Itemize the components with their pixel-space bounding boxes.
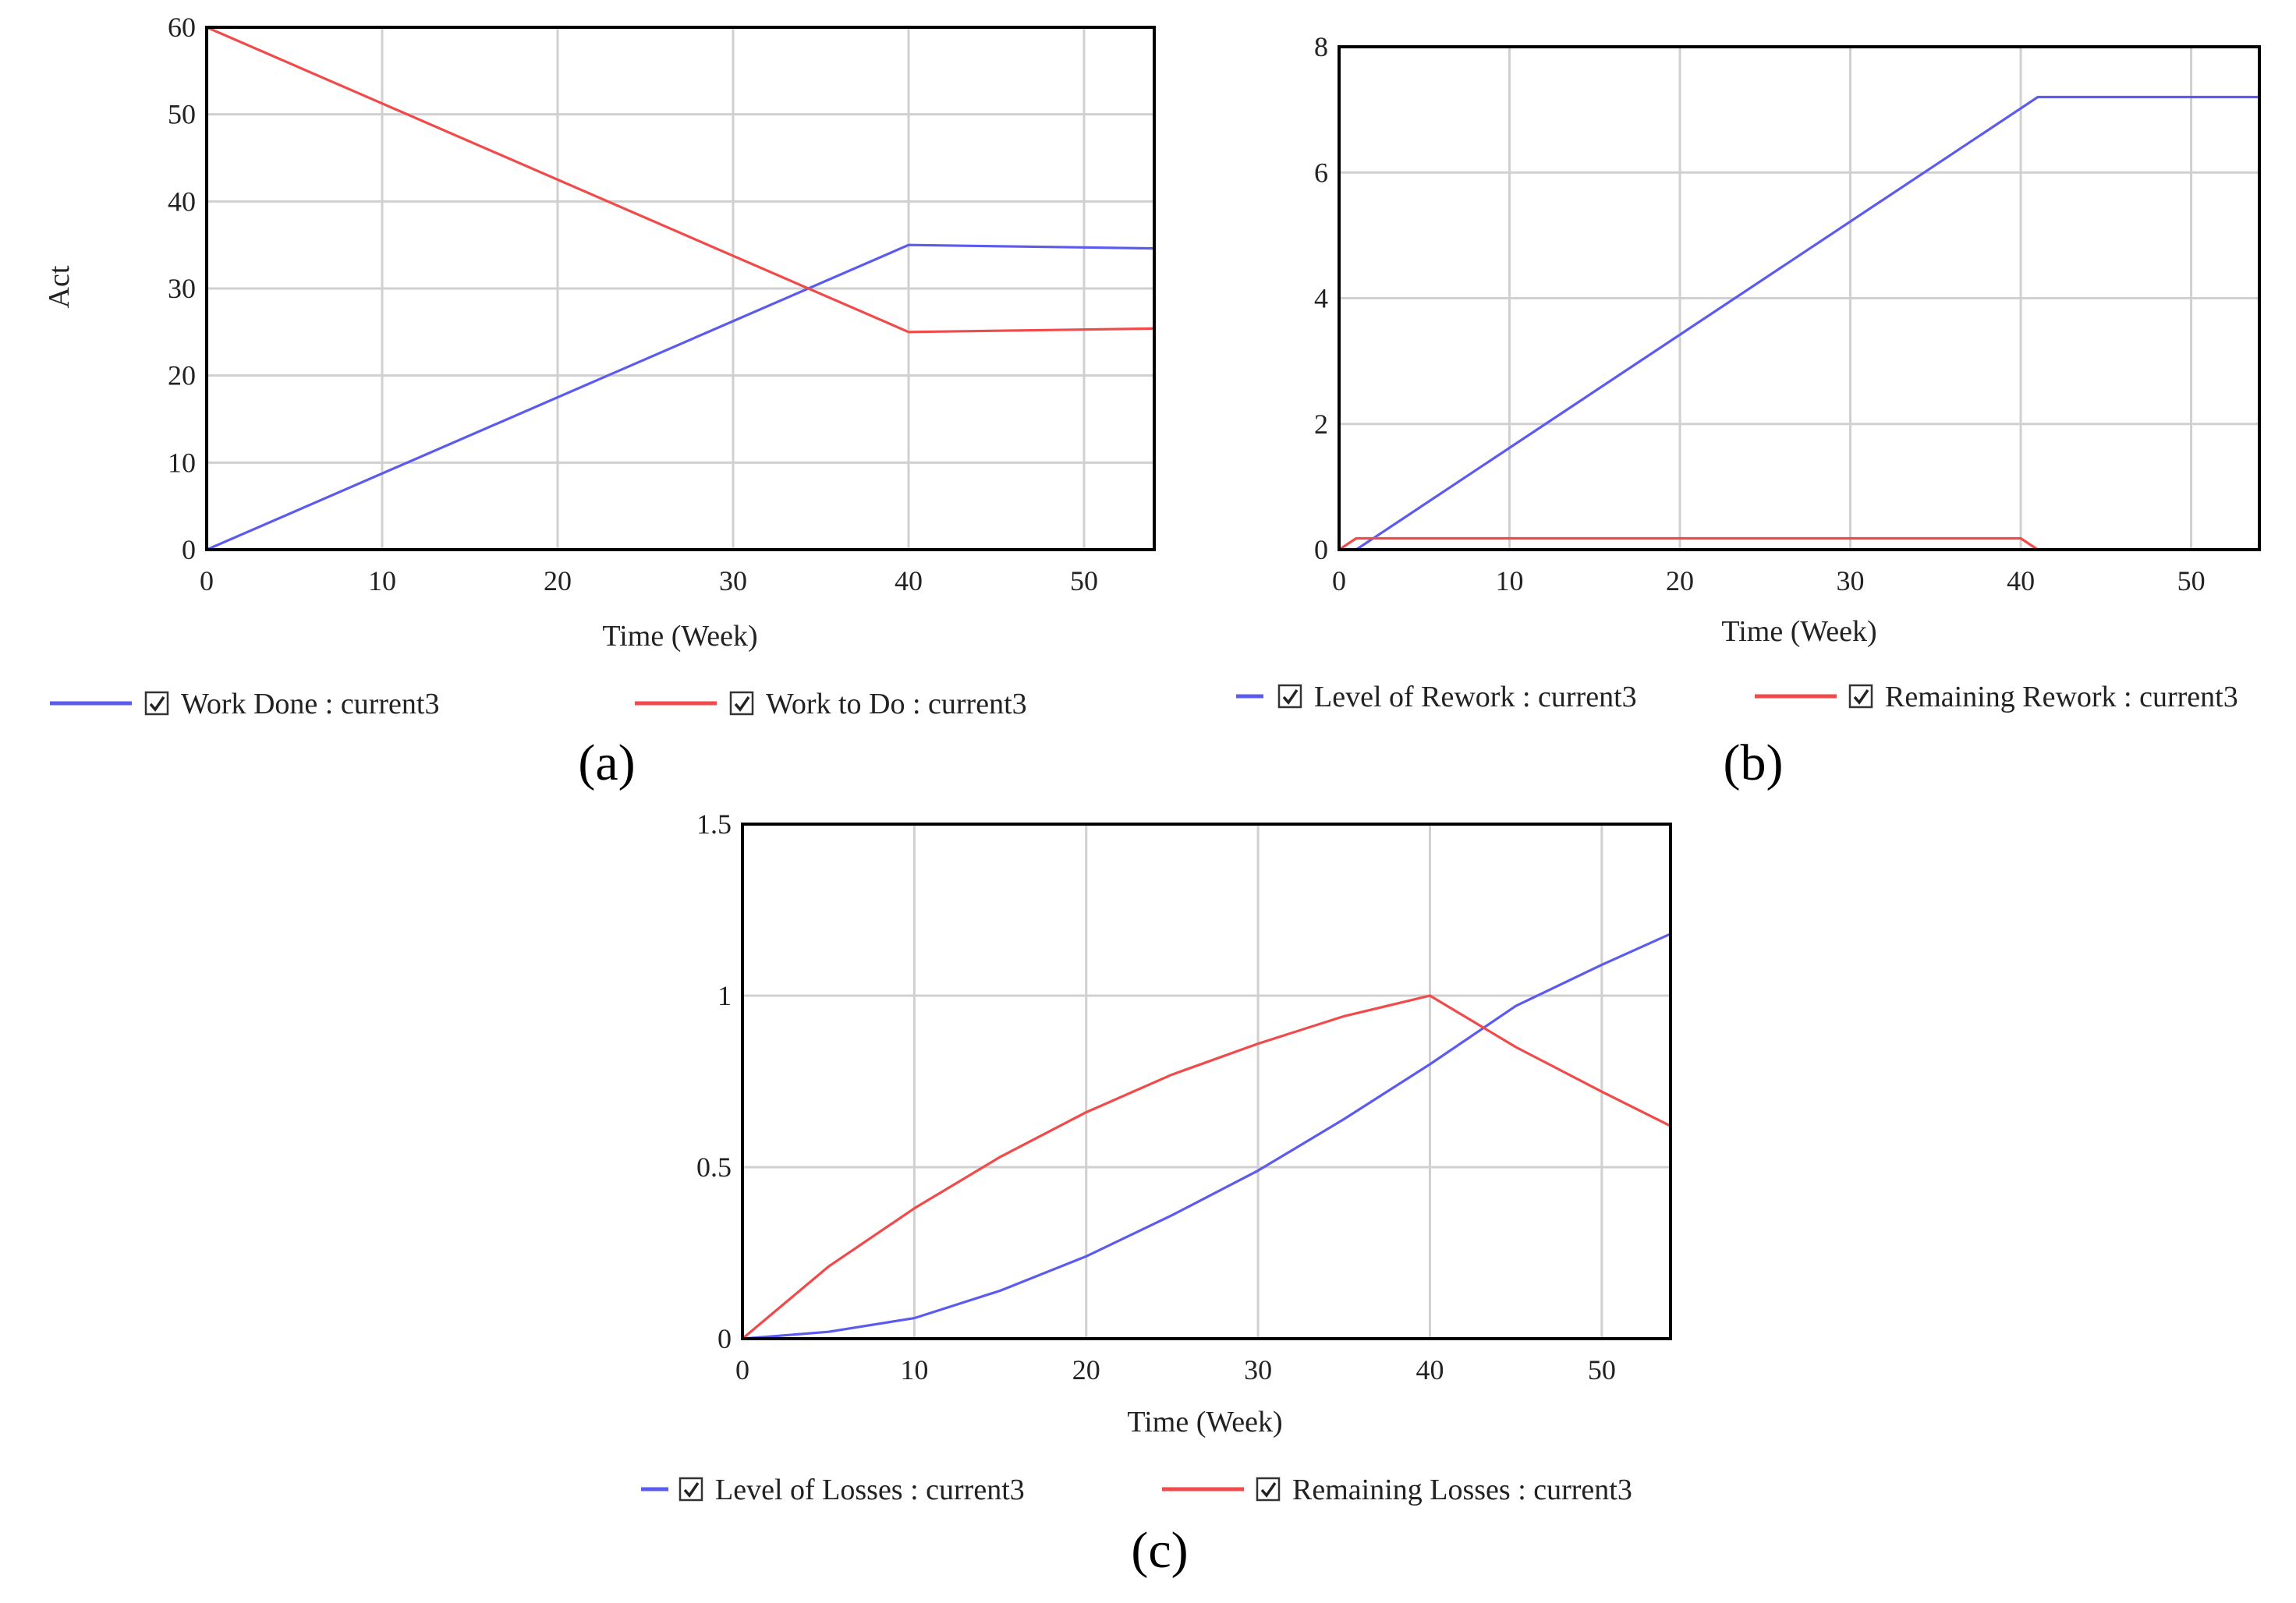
y-tick-label: 40 (168, 186, 196, 217)
checkmark-icon (734, 696, 750, 712)
x-tick-label: 0 (1332, 565, 1346, 596)
legend-label: Remaining Losses : current3 (1292, 1474, 1632, 1506)
legend-checkbox (729, 691, 754, 716)
legend-item: Work to Do : current3 (635, 688, 1027, 720)
y-tick-label: 6 (1314, 157, 1328, 188)
legend-label: Work to Do : current3 (766, 688, 1027, 720)
y-tick-label: 20 (168, 360, 196, 391)
chart-panel-a: 0 10 20 30 40 50 0 10 20 30 40 50 60 Time (Week) Act Wo… (43, 12, 1156, 791)
y-tick-label: 0 (718, 1323, 732, 1354)
panel-caption: (c) (1131, 1522, 1188, 1579)
x-tick-label: 20 (544, 565, 572, 596)
legend-item: Remaining Rework : current3 (1755, 681, 2238, 713)
x-tick-label: 10 (368, 565, 396, 596)
x-tick-label: 10 (1496, 565, 1524, 596)
x-tick-label: 40 (895, 565, 923, 596)
x-tick-label: 30 (1244, 1354, 1272, 1385)
chart-panel-b: 0 10 20 30 40 50 0 2 4 6 8 Time (Week) Level of Rewo… (1236, 31, 2261, 791)
y-tick-label: 60 (168, 12, 196, 43)
x-tick-label: 40 (2007, 565, 2035, 596)
y-tick-label: 0.5 (696, 1152, 732, 1183)
legend-item: Work Done : current3 (50, 688, 439, 720)
legend-checkbox (679, 1477, 703, 1502)
y-axis-title: Act (43, 265, 76, 308)
legend-checkbox (1256, 1477, 1281, 1502)
y-tick-label: 0 (1314, 534, 1328, 565)
series-line-blue (207, 243, 1154, 550)
x-tick-label: 50 (1588, 1354, 1616, 1385)
y-tick-label: 1.5 (696, 809, 732, 840)
x-tick-label: 0 (200, 565, 214, 596)
series-line-red (207, 27, 1154, 334)
legend-item: Level of Rework : current3 (1236, 681, 1637, 713)
plot-frame (205, 26, 1156, 551)
x-tick-label: 50 (2177, 565, 2206, 596)
checkmark-icon (1260, 1482, 1277, 1498)
x-tick-label: 30 (719, 565, 747, 596)
x-tick-label: 0 (735, 1354, 749, 1385)
legend-label: Level of Rework : current3 (1314, 681, 1637, 713)
legend-item: Level of Losses : current3 (641, 1474, 1025, 1506)
y-tick-label: 2 (1314, 409, 1328, 440)
checkmark-icon (1853, 689, 1869, 705)
checkmark-icon (1282, 689, 1299, 705)
legend-label: Remaining Rework : current3 (1885, 681, 2238, 713)
legend-item: Remaining Losses : current3 (1162, 1474, 1632, 1506)
series-line-blue (1339, 95, 2259, 550)
y-tick-label: 1 (718, 980, 732, 1011)
checkmark-icon (149, 696, 165, 712)
series-line-red (1339, 536, 2259, 550)
y-tick-label: 4 (1314, 283, 1328, 314)
legend-checkbox (144, 691, 169, 716)
legend-label: Work Done : current3 (181, 688, 439, 720)
x-tick-label: 50 (1070, 565, 1098, 596)
y-tick-label: 8 (1314, 31, 1328, 62)
x-tick-label: 40 (1416, 1354, 1444, 1385)
plot-frame (1338, 45, 2261, 551)
checkmark-icon (683, 1482, 700, 1498)
x-axis-title: Time (Week) (1127, 1406, 1282, 1438)
y-tick-label: 0 (182, 534, 196, 565)
x-tick-label: 10 (900, 1354, 928, 1385)
y-tick-label: 10 (168, 447, 196, 478)
plot-frame (741, 823, 1672, 1340)
x-axis-title: Time (Week) (1721, 615, 1876, 648)
panel-caption: (b) (1724, 734, 1784, 791)
x-tick-label: 20 (1666, 565, 1694, 596)
chart-panel-c: 0 10 20 30 40 50 0 0.5 1 1.5 Time (Week) Level of L… (641, 809, 1672, 1579)
y-tick-label: 50 (168, 99, 196, 130)
legend-checkbox (1277, 684, 1302, 709)
legend-checkbox (1848, 684, 1873, 709)
x-tick-label: 30 (1837, 565, 1865, 596)
y-tick-label: 30 (168, 273, 196, 304)
series-line-red (742, 994, 1671, 1339)
legend-label: Level of Losses : current3 (715, 1474, 1025, 1506)
x-axis-title: Time (Week) (602, 620, 757, 653)
x-tick-label: 20 (1072, 1354, 1100, 1385)
panel-caption: (a) (578, 734, 635, 791)
series-line-blue (742, 932, 1671, 1339)
